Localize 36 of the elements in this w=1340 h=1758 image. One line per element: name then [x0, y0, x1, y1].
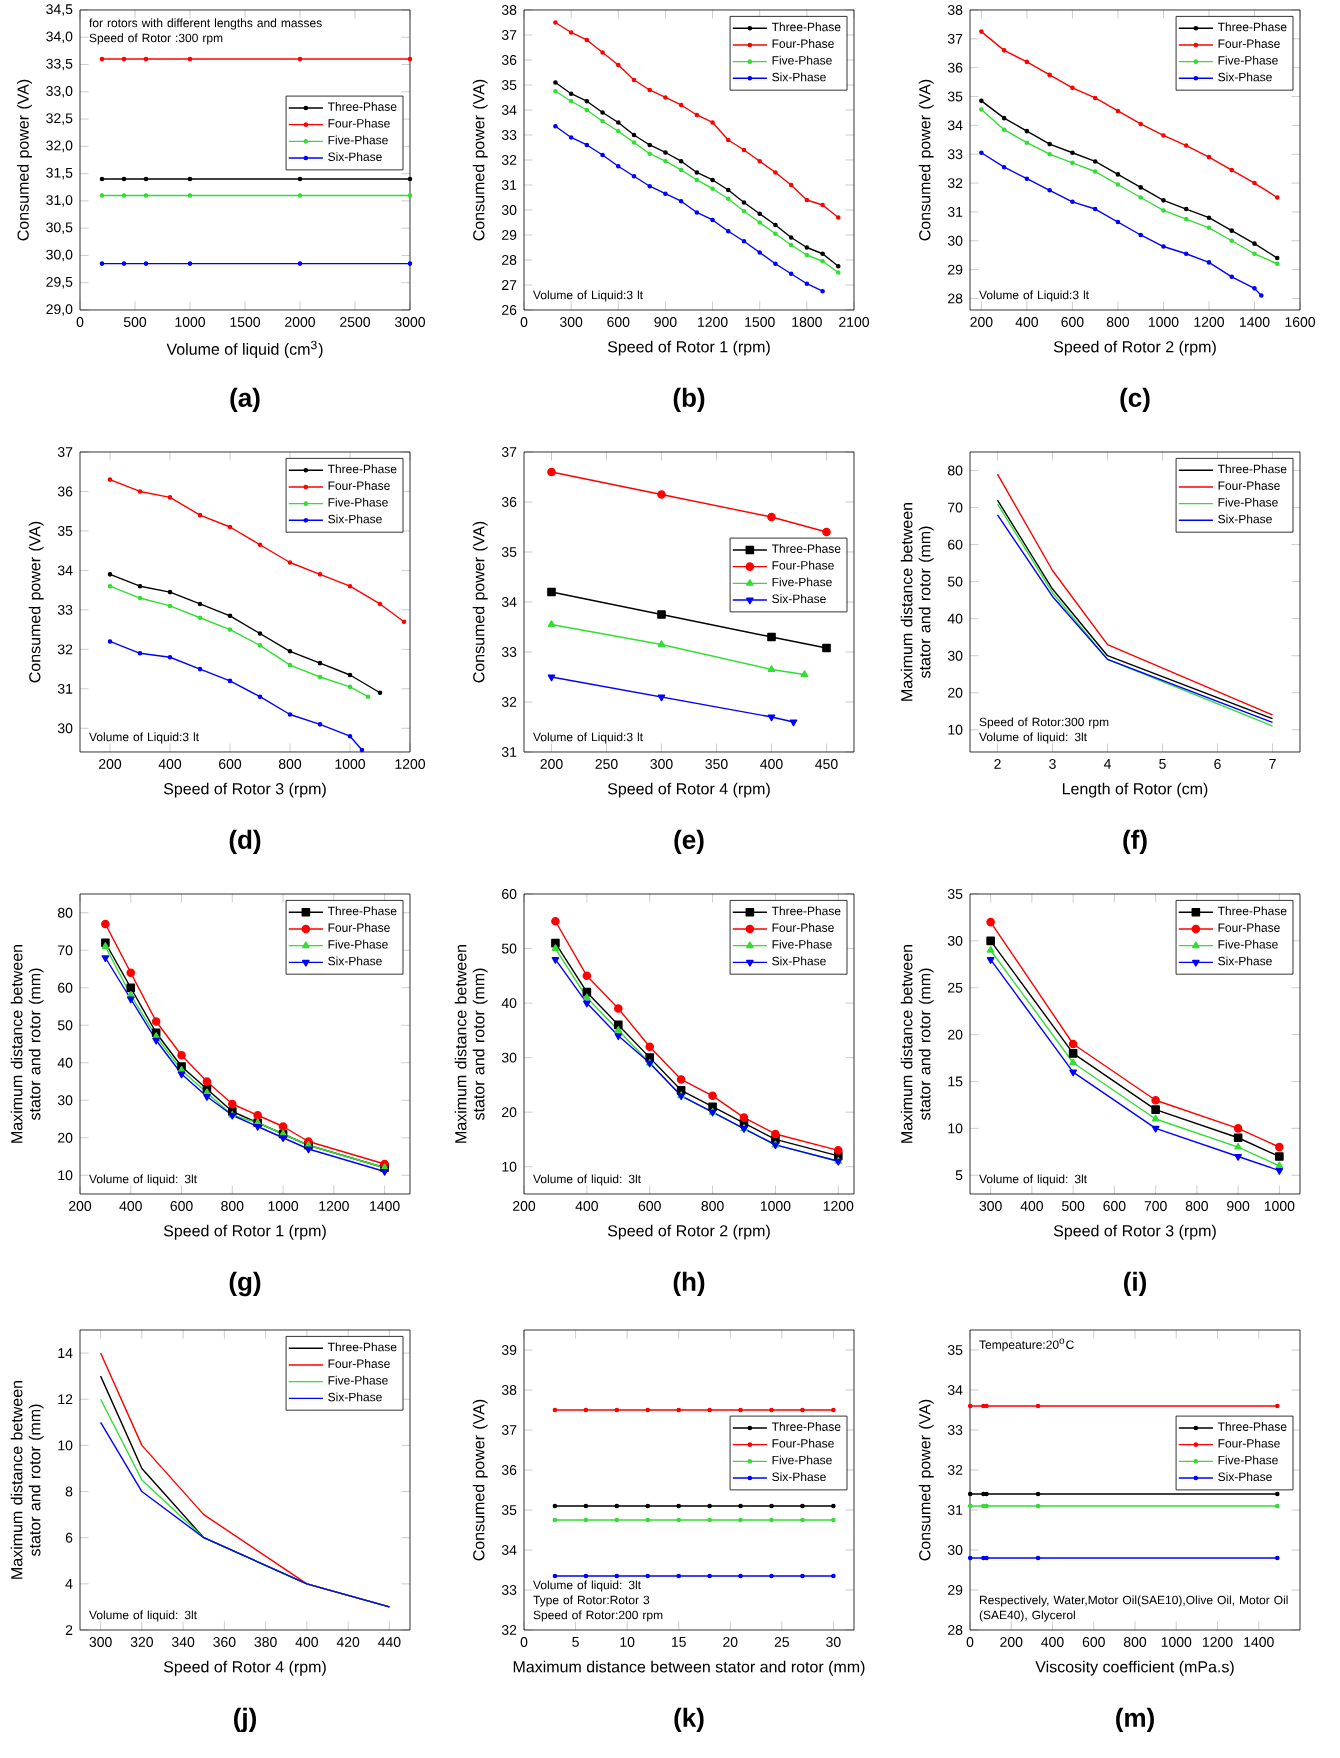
y-axis-title: Consumed power (VA)	[28, 521, 44, 683]
x-axis-title: Speed of Rotor 2 (rpm)	[1053, 340, 1216, 356]
y-axis-title: Consumed power (VA)	[918, 79, 934, 241]
text: (b)	[673, 387, 705, 413]
x-axis-title: Speed of Rotor 3 (rpm)	[163, 782, 326, 798]
x-axis-title: Speed of Rotor 1 (rpm)	[163, 1224, 326, 1240]
x-axis-title: Maximum distance between stator and rotor (mm)	[513, 1660, 865, 1676]
x-axis-title: Volume of liquid (cm$^{3}$)	[166, 340, 323, 359]
x-axis-title: Speed of Rotor 4 (rpm)	[607, 782, 770, 798]
x-axis-title: Speed of Rotor 2 (rpm)	[607, 1224, 770, 1240]
text: (d)	[229, 829, 261, 855]
text: (h)	[673, 1271, 705, 1297]
text: (e)	[674, 829, 704, 855]
y-axis-title: Maximum distance between stator and rotor (mm)	[900, 945, 934, 1143]
x-axis-title: Speed of Rotor 4 (rpm)	[163, 1660, 326, 1676]
text: (g)	[229, 1271, 261, 1297]
y-axis-title: Maximum distance between stator and rotor (mm)	[900, 503, 934, 701]
text: (k)	[674, 1707, 704, 1733]
y-axis-title: Consumed power (VA)	[918, 1399, 934, 1561]
y-axis-title: Consumed power (VA)	[472, 1399, 488, 1561]
text: (c)	[1120, 387, 1150, 413]
y-axis-title: Consumed power (VA)	[472, 79, 488, 241]
y-axis-title: Maximum distance between stator and rotor (mm)	[454, 945, 488, 1143]
text: (f)	[1123, 829, 1147, 855]
text: (i)	[1124, 1271, 1146, 1297]
x-axis-title: Speed of Rotor 3 (rpm)	[1053, 1224, 1216, 1240]
y-axis-title: Maximum distance between stator and rotor (mm)	[10, 945, 44, 1143]
text: (a)	[230, 387, 260, 413]
x-axis-title: Speed of Rotor 1 (rpm)	[607, 340, 770, 356]
x-axis-title: Length of Rotor (cm)	[1062, 782, 1208, 798]
text: (j)	[234, 1707, 256, 1733]
y-axis-title: Consumed power (VA)	[17, 79, 32, 241]
x-axis-title: Viscosity coefficient (mPa.s)	[1035, 1660, 1234, 1676]
text: (m)	[1116, 1707, 1154, 1733]
y-axis-title: Maximum distance between stator and rotor (mm)	[10, 1381, 44, 1579]
y-axis-title: Consumed power (VA)	[472, 521, 488, 683]
